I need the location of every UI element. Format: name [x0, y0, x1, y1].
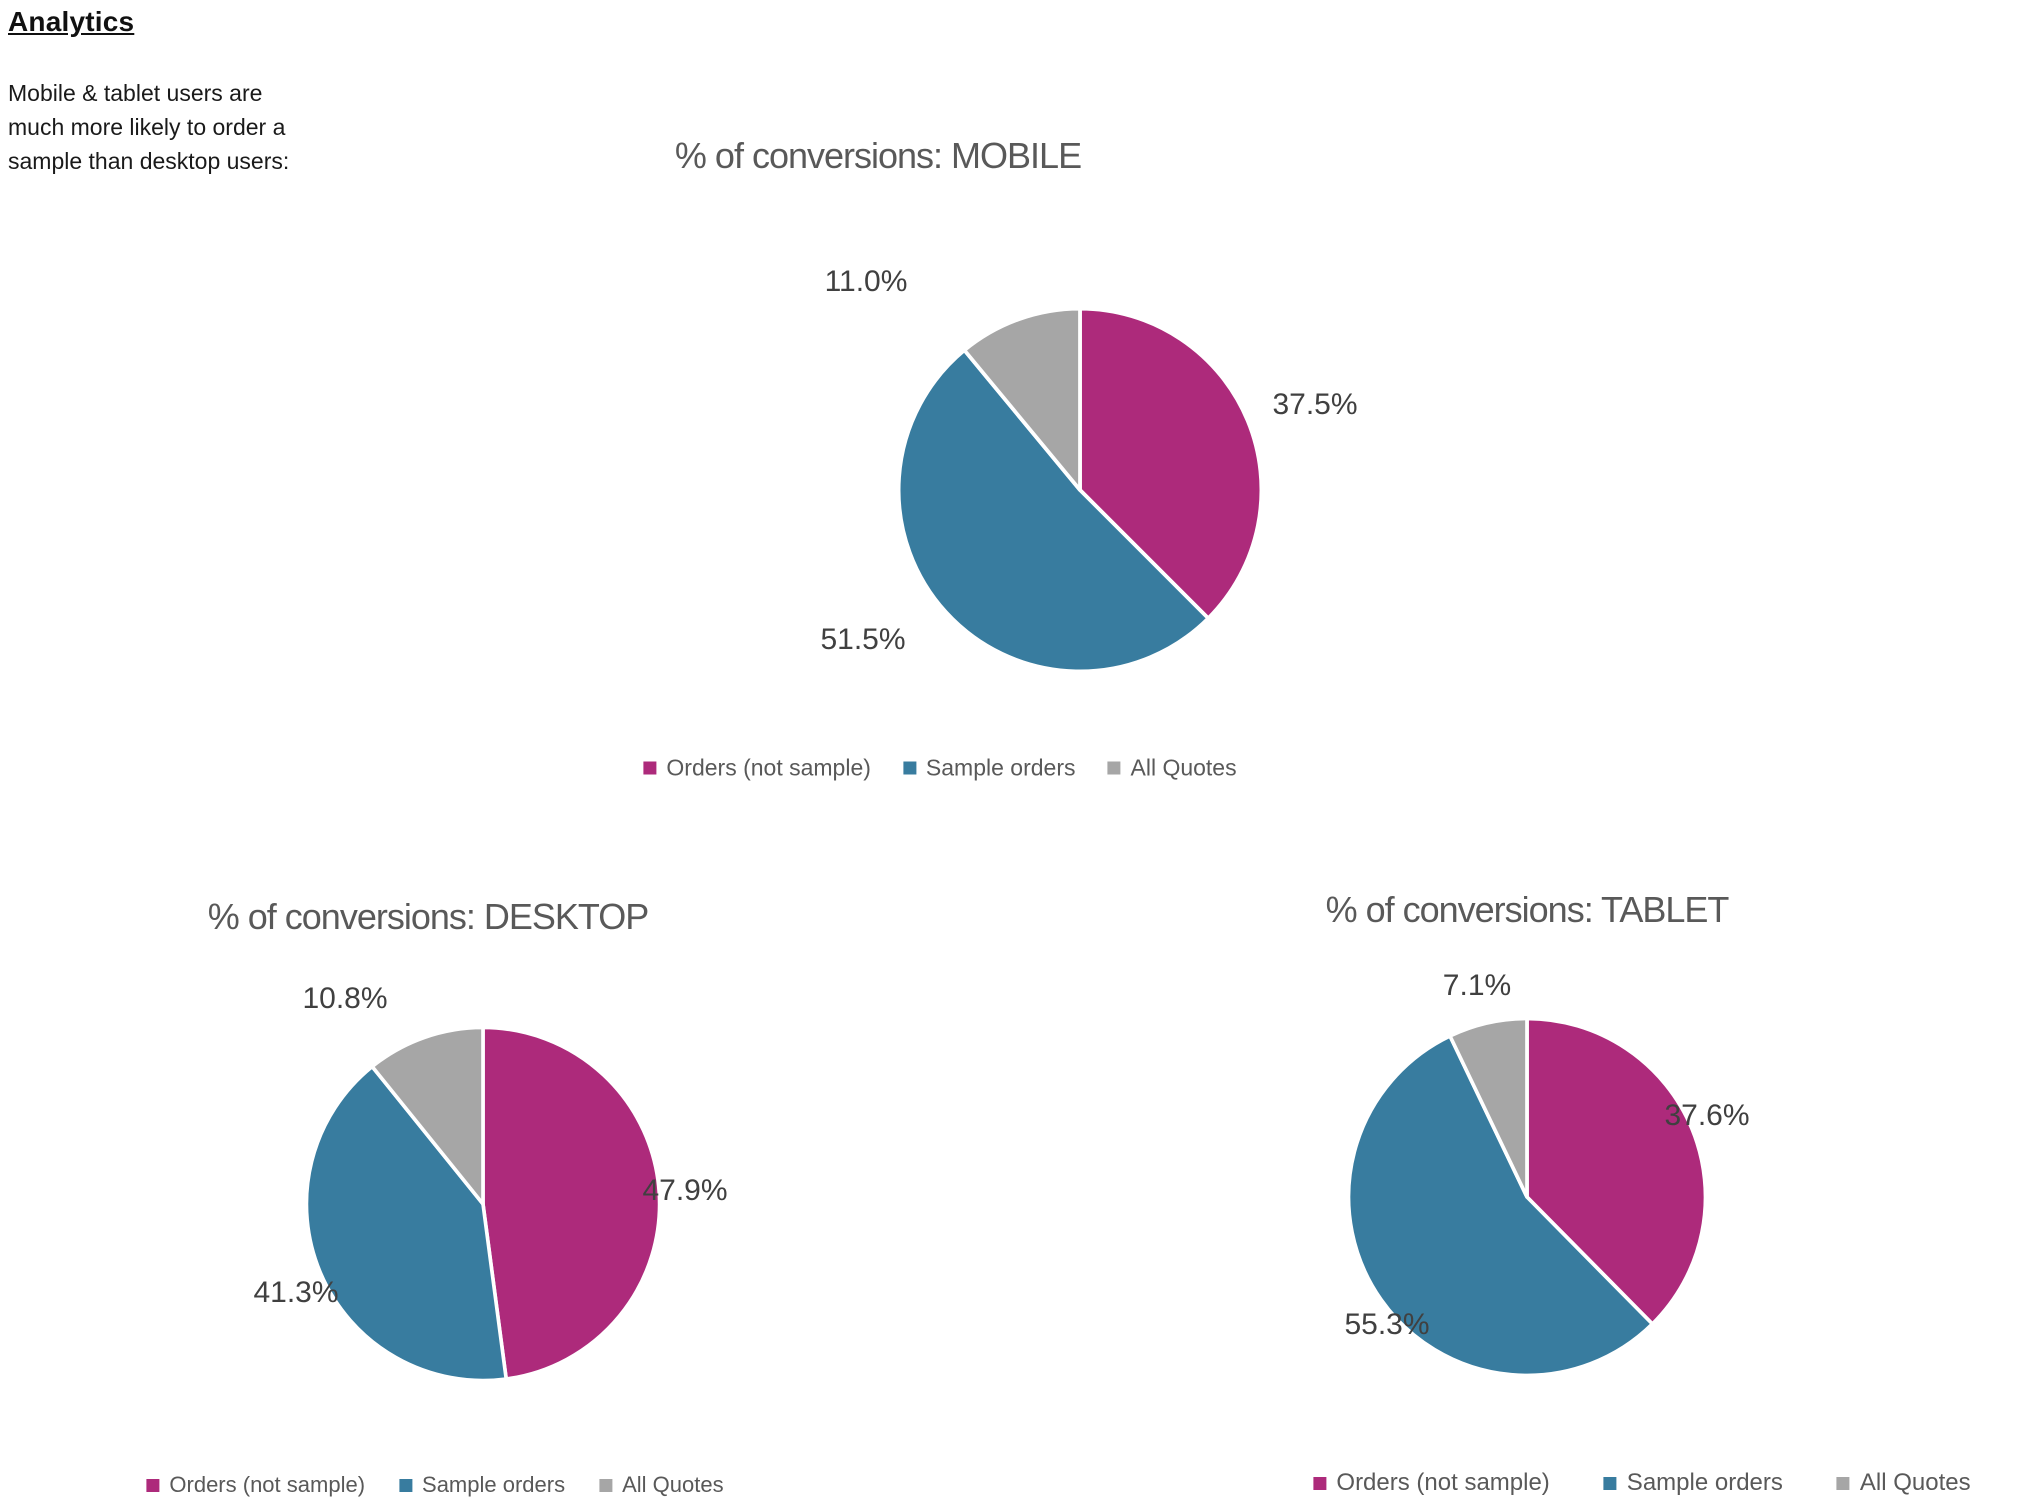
legend-item-sample-orders: Sample orders: [399, 1472, 565, 1498]
pie-tablet: [1346, 1016, 1708, 1378]
legend-swatch-orders-icon: [146, 1478, 160, 1492]
legend-item-orders: Orders (not sample): [1313, 1469, 1550, 1497]
data-label-mobile-all-quotes: 11.0%: [824, 265, 908, 298]
legend-swatch-sample-orders-icon: [1603, 1476, 1617, 1490]
data-label-tablet-orders: 37.6%: [1664, 1099, 1750, 1132]
legend-desktop: Orders (not sample) Sample orders All Qu…: [146, 1472, 724, 1498]
legend-item-all-quotes: All Quotes: [1836, 1469, 1971, 1497]
data-label-desktop-all-quotes: 10.8%: [302, 982, 388, 1015]
data-label-tablet-sample-orders: 55.3%: [1344, 1308, 1430, 1341]
legend-item-orders: Orders (not sample): [146, 1472, 365, 1498]
page-title: Analytics: [8, 6, 135, 37]
data-label-mobile-orders: 37.5%: [1272, 388, 1358, 421]
intro-line-1: Mobile & tablet users are: [8, 80, 263, 106]
legend-label-sample-orders: Sample orders: [1626, 1469, 1783, 1496]
legend-mobile: Orders (not sample) Sample orders All Qu…: [643, 754, 1237, 782]
legend-swatch-all-quotes-icon: [1107, 761, 1121, 775]
legend-label-sample-orders: Sample orders: [925, 754, 1076, 781]
intro-line-3: sample than desktop users:: [8, 148, 290, 174]
legend-swatch-all-quotes-icon: [599, 1478, 613, 1492]
intro-text: Mobile & tablet users are much more like…: [8, 76, 289, 178]
data-label-mobile-sample-orders: 51.5%: [820, 623, 906, 656]
legend-label-all-quotes: All Quotes: [1859, 1469, 1971, 1496]
data-label-desktop-orders: 47.9%: [642, 1174, 728, 1207]
legend-swatch-orders-icon: [643, 761, 657, 775]
pie-desktop: [304, 1025, 662, 1383]
chart-title-mobile: % of conversions: MOBILE: [674, 135, 1082, 176]
legend-label-all-quotes: All Quotes: [1130, 754, 1237, 781]
data-label-tablet-all-quotes: 7.1%: [1442, 969, 1512, 1002]
legend-item-all-quotes: All Quotes: [1107, 754, 1237, 782]
legend-swatch-sample-orders-icon: [902, 761, 916, 775]
legend-label-sample-orders: Sample orders: [422, 1472, 566, 1497]
legend-swatch-all-quotes-icon: [1836, 1476, 1850, 1490]
intro-line-2: much more likely to order a: [8, 114, 286, 140]
chart-title-desktop: % of conversions: DESKTOP: [207, 896, 650, 937]
legend-label-orders: Orders (not sample): [1336, 1469, 1550, 1496]
legend-label-orders: Orders (not sample): [666, 754, 871, 781]
legend-item-sample-orders: Sample orders: [902, 754, 1076, 782]
legend-swatch-orders-icon: [1313, 1476, 1327, 1490]
chart-title-tablet: % of conversions: TABLET: [1325, 889, 1730, 930]
legend-swatch-sample-orders-icon: [399, 1478, 413, 1492]
legend-tablet: Orders (not sample) Sample orders All Qu…: [1313, 1469, 1971, 1497]
data-label-desktop-sample-orders: 41.3%: [253, 1276, 339, 1309]
legend-item-sample-orders: Sample orders: [1603, 1469, 1783, 1497]
pie-mobile: [896, 306, 1264, 674]
legend-item-orders: Orders (not sample): [643, 755, 871, 782]
legend-label-all-quotes: All Quotes: [622, 1472, 724, 1497]
legend-item-all-quotes: All Quotes: [599, 1472, 724, 1498]
legend-label-orders: Orders (not sample): [169, 1472, 366, 1497]
